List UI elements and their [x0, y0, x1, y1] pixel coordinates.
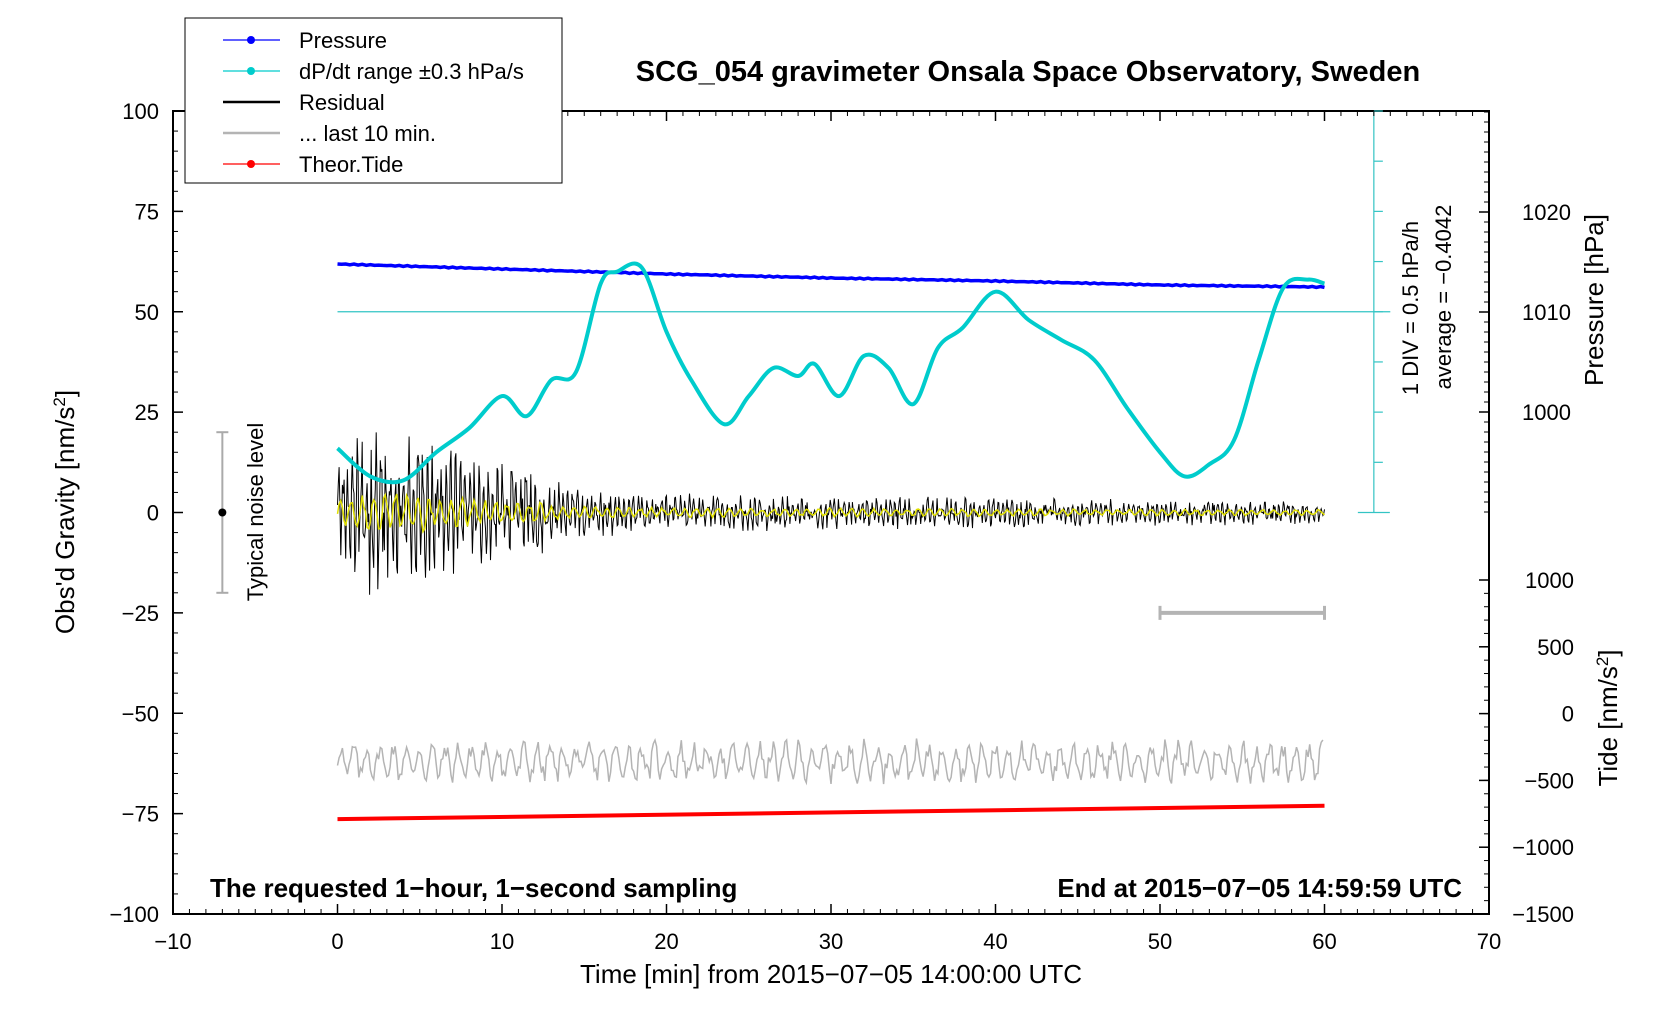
x-tick-label: 50	[1148, 929, 1172, 954]
x-tick-label: 10	[490, 929, 514, 954]
end-time-note: End at 2015−07−05 14:59:59 UTC	[1057, 873, 1462, 903]
tide-tick-label: −1500	[1512, 902, 1574, 927]
pressure-axis-label: Pressure [hPa]	[1579, 214, 1609, 386]
dpdt-average-label: average = −0.4042	[1431, 205, 1456, 390]
legend-label: ... last 10 min.	[299, 121, 436, 146]
dpdt-series-line	[336, 261, 1326, 485]
x-tick-label: 20	[654, 929, 678, 954]
y-axis-label: Obs'd Gravity [nm/s2]	[50, 390, 80, 634]
tide-tick-label: −1000	[1512, 835, 1574, 860]
x-tick-label: −10	[154, 929, 191, 954]
series-layer	[216, 261, 1391, 822]
tide-tick-label: 1000	[1525, 568, 1574, 593]
legend-marker	[247, 36, 255, 44]
tide-axis-label: Tide [nm/s2]	[1593, 649, 1623, 786]
legend-label: dP/dt range ±0.3 hPa/s	[299, 59, 524, 84]
x-tick-label: 30	[819, 929, 843, 954]
tide-tick-label: 0	[1562, 702, 1574, 727]
residual-filtered-line	[336, 492, 1326, 534]
chart-title: SCG_054 gravimeter Onsala Space Observat…	[636, 56, 1420, 88]
pressure-series-line	[337, 262, 1325, 290]
y-tick-label: 100	[122, 99, 159, 124]
legend-label: Pressure	[299, 28, 387, 53]
pressure-tick-label: 1000	[1522, 400, 1571, 425]
tide-tick-label: 500	[1537, 635, 1574, 660]
legend: Pressure dP/dt range ±0.3 hPa/s Residual..…	[184, 17, 563, 184]
y-tick-label: −100	[109, 902, 159, 927]
x-tick-label: 0	[331, 929, 343, 954]
dpdt-scale-label: 1 DIV = 0.5 hPa/h	[1398, 221, 1423, 395]
legend-marker	[247, 160, 255, 168]
y-tick-label: 75	[135, 199, 159, 224]
y-tick-label: −50	[122, 701, 159, 726]
last10-series-line	[336, 738, 1324, 786]
legend-label: Residual	[299, 90, 385, 115]
legend-box	[184, 17, 563, 184]
legend-label: Theor.Tide	[299, 152, 403, 177]
x-tick-label: 40	[983, 929, 1007, 954]
noise-level-center-dot	[218, 508, 227, 517]
x-tick-label: 60	[1312, 929, 1336, 954]
y-tick-label: −75	[122, 802, 159, 827]
tide-tick-label: −500	[1524, 768, 1574, 793]
residual-series-line	[337, 432, 1325, 595]
y-tick-label: 0	[147, 501, 159, 526]
tide-axis-label-sup: 2	[1593, 657, 1612, 666]
pressure-tick-label: 1010	[1522, 300, 1571, 325]
y-axis-label-sup: 2	[50, 397, 69, 406]
y-tick-label: 50	[135, 300, 159, 325]
x-axis-label: Time [min] from 2015−07−05 14:00:00 UTC	[580, 959, 1082, 989]
noise-level-label: Typical noise level	[243, 423, 268, 602]
y-tick-label: −25	[122, 601, 159, 626]
legend-marker	[247, 67, 255, 75]
pressure-tick-label: 1020	[1522, 200, 1571, 225]
tick-layer: −10 0 10 20 30 40 50 60 70−100−75−50−25025507510…	[109, 99, 1574, 954]
sampling-note: The requested 1−hour, 1−second sampling	[210, 873, 737, 903]
y-tick-label: 25	[135, 400, 159, 425]
x-tick-label: 70	[1477, 929, 1501, 954]
tide-series-line	[337, 803, 1325, 822]
dpdt-scale	[1357, 110, 1390, 514]
